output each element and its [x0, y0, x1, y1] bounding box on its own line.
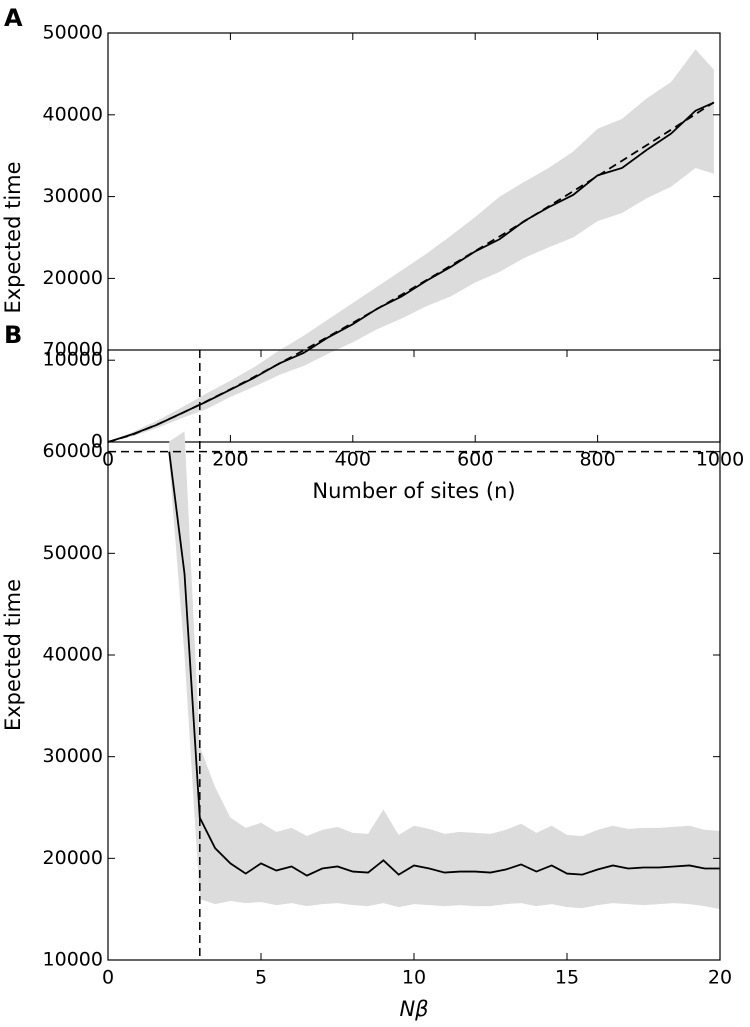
x-tick-label: 10 — [402, 967, 426, 989]
x-axis-label: Nβ — [399, 997, 428, 1021]
y-tick-label: 30000 — [43, 185, 103, 207]
y-tick-label: 0 — [91, 431, 103, 453]
y-tick-label: 20000 — [43, 847, 103, 869]
y-axis-label: Expected time — [1, 161, 25, 313]
y-tick-label: 50000 — [43, 542, 103, 564]
band — [169, 431, 720, 910]
y-tick-label: 10000 — [43, 349, 103, 371]
y-tick-label: 40000 — [43, 644, 103, 666]
x-tick-label: 20 — [708, 967, 732, 989]
line — [168, 451, 720, 877]
x-tick-label: 15 — [555, 967, 579, 989]
panel-label: B — [4, 321, 22, 349]
y-tick-label: 30000 — [43, 745, 103, 767]
plot-frame — [107, 32, 721, 443]
y-tick-label: 10000 — [43, 949, 103, 971]
y-axis-label: Expected time — [1, 579, 25, 731]
x-tick-label: 0 — [102, 967, 114, 989]
dashed-line — [107, 101, 715, 443]
y-tick-label: 40000 — [43, 103, 103, 125]
y-tick-label: 20000 — [43, 267, 103, 289]
x-axis-label: Number of sites (n) — [312, 479, 515, 503]
x-tick-label: 5 — [255, 967, 267, 989]
x-tick-label: 600 — [457, 449, 493, 471]
x-tick-label: 200 — [212, 449, 248, 471]
y-tick-label: 50000 — [43, 22, 103, 44]
band — [108, 49, 714, 443]
y-tick-label: 60000 — [43, 440, 103, 462]
y-tick-label: 70000 — [43, 339, 103, 361]
x-tick-label: 400 — [335, 449, 371, 471]
panel-label: A — [4, 4, 23, 32]
x-tick-label: 800 — [579, 449, 615, 471]
